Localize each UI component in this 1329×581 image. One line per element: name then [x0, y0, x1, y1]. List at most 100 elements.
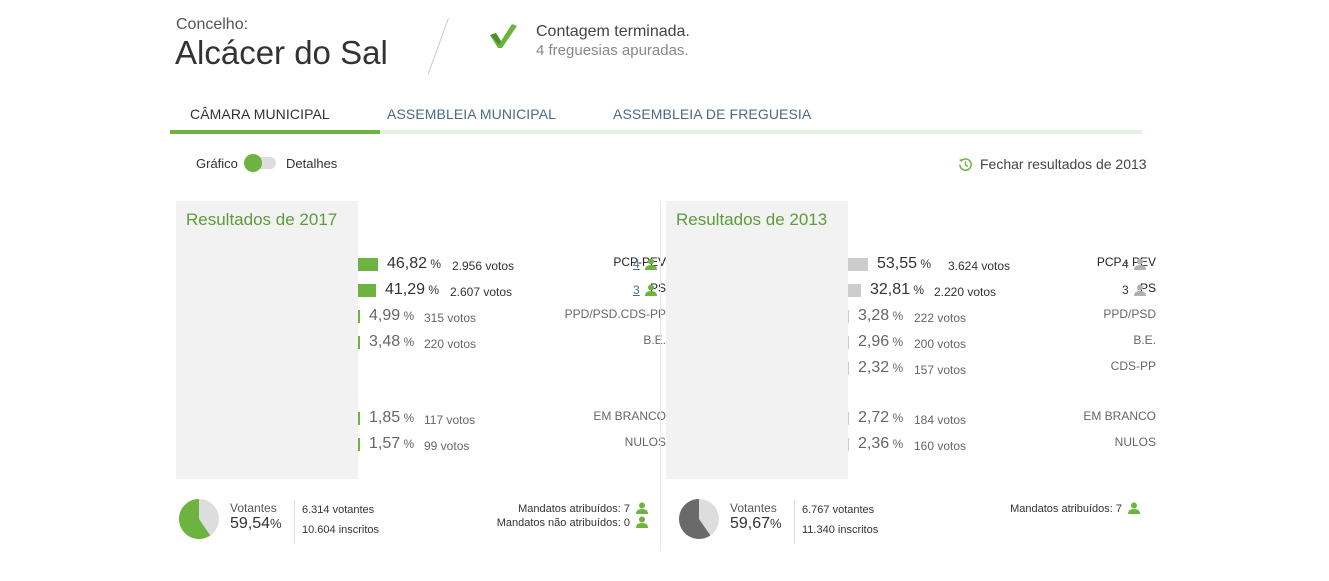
count-status: Contagem terminada.	[536, 23, 690, 40]
tab-assembleia-freguesia[interactable]: ASSEMBLEIA DE FREGUESIA	[613, 106, 812, 122]
vote-bar	[848, 438, 849, 451]
vote-count: 184 votos	[914, 413, 967, 427]
person-icon	[636, 502, 648, 514]
vote-bar	[848, 362, 849, 375]
party-row: B.E. 2,96 % 200 votos	[666, 333, 1156, 355]
blank-votes-row: EM BRANCO 2,72 % 184 votos	[666, 409, 1156, 431]
vote-bar	[848, 336, 849, 349]
pie-slice-turnout	[178, 499, 211, 539]
person-icon	[1128, 502, 1140, 514]
history-icon	[958, 158, 972, 171]
results-2017-title: Resultados de 2017	[186, 210, 338, 229]
vote-percentage: 46,82 %	[387, 255, 442, 272]
view-toggle[interactable]	[244, 154, 276, 172]
party-name: NULOS	[1114, 435, 1156, 449]
votantes-label: Votantes	[730, 501, 777, 515]
footer-divider	[294, 500, 295, 544]
header-divider	[427, 18, 449, 75]
party-name: PS	[649, 281, 666, 295]
party-row: CDS-PP 2,32 % 157 votos	[666, 359, 1156, 381]
party-name: CDS-PP	[1110, 359, 1156, 373]
tab-assembleia-municipal[interactable]: ASSEMBLEIA MUNICIPAL	[387, 106, 557, 122]
results-2013-title: Resultados de 2013	[676, 210, 828, 229]
party-name: B.E.	[643, 333, 666, 347]
active-tab-indicator	[170, 130, 380, 134]
mandates-assigned: Mandatos atribuídos: 7	[1010, 503, 1122, 515]
person-icon	[1134, 284, 1146, 296]
vote-count: 2.220 votos	[934, 285, 997, 299]
vote-percentage: 1,85 %	[369, 409, 415, 426]
party-name: EM BRANCO	[1083, 409, 1156, 423]
mandates-link[interactable]: 4	[633, 257, 640, 271]
party-row: B.E. 3,48 % 220 votos	[176, 333, 666, 355]
blank-votes-row: EM BRANCO 1,85 % 117 votos	[176, 409, 666, 431]
mandates-link[interactable]: 3	[633, 283, 640, 297]
vote-count: 222 votos	[914, 311, 967, 325]
party-name: PS	[1139, 281, 1156, 295]
vote-count: 99 votos	[424, 439, 470, 453]
voters-count: 6.314 votantes	[302, 504, 375, 516]
vote-bar	[848, 284, 861, 297]
vote-count: 200 votos	[914, 337, 967, 351]
vote-percentage: 2,36 %	[858, 435, 904, 452]
vote-count: 117 votos	[424, 413, 476, 427]
close-link-label: Fechar resultados de 2013	[980, 156, 1147, 172]
registered-count: 11.340 inscritos	[802, 524, 879, 536]
person-icon	[1134, 258, 1146, 270]
tab-camara-municipal[interactable]: CÂMARA MUNICIPAL	[190, 106, 330, 122]
vote-count: 157 votos	[914, 363, 967, 377]
turnout-percentage: 59,67%	[730, 515, 782, 532]
vote-bar	[848, 310, 849, 323]
party-row: PPD/PSD 3,28 % 222 votos	[666, 307, 1156, 329]
panel-background	[666, 201, 848, 479]
turnout-pie-chart	[178, 499, 219, 539]
vote-bar	[358, 438, 360, 451]
party-name: B.E.	[1133, 333, 1156, 347]
party-name: PCP - PEV	[1096, 255, 1156, 269]
turnout-pie-chart	[679, 499, 719, 539]
election-tabs: CÂMARA MUNICIPAL ASSEMBLEIA MUNICIPAL AS…	[170, 100, 1142, 134]
parishes-status: 4 freguesias apuradas.	[536, 42, 689, 59]
vote-percentage: 2,96 %	[858, 333, 904, 350]
vote-bar	[358, 258, 378, 271]
vote-percentage: 4,99 %	[369, 307, 415, 324]
vote-percentage: 2,32 %	[858, 359, 904, 376]
vote-bar	[358, 284, 376, 297]
vote-count: 3.624 votos	[948, 259, 1011, 273]
vote-count: 220 votos	[424, 337, 477, 351]
person-icon	[645, 284, 657, 296]
party-row: PPD/PSD.CDS-PP 4,99 % 315 votos	[176, 307, 666, 329]
toggle-label-grafico[interactable]: Gráfico	[196, 156, 238, 171]
pie-slice-turnout	[679, 499, 711, 539]
null-votes-row: NULOS 2,36 % 160 votos	[666, 435, 1156, 457]
footer-divider	[794, 500, 795, 544]
vote-percentage: 53,55 %	[877, 255, 932, 272]
vote-bar	[848, 258, 868, 271]
party-row: PS 41,29 % 2.607 votos 3	[176, 281, 666, 303]
vote-bar	[358, 310, 360, 323]
vote-percentage: 2,72 %	[858, 409, 904, 426]
mandates-count: 3	[1122, 283, 1129, 297]
party-row: PCP-PEV 46,82 % 2.956 votos 4	[176, 255, 666, 277]
municipality-title: Alcácer do Sal	[175, 34, 388, 71]
party-name: EM BRANCO	[593, 409, 666, 423]
vote-percentage: 3,28 %	[858, 307, 904, 324]
vote-percentage: 1,57 %	[369, 435, 415, 452]
mandates-assigned: Mandatos atribuídos: 7	[518, 503, 630, 515]
panel-background	[176, 201, 358, 479]
vote-bar	[848, 412, 849, 425]
vote-percentage: 32,81 %	[870, 281, 925, 298]
person-icon	[645, 258, 657, 270]
registered-count: 10.604 inscritos	[302, 524, 380, 536]
panel-separator	[660, 201, 661, 551]
vote-count: 2.956 votos	[452, 259, 515, 273]
vote-count: 2.607 votos	[450, 285, 513, 299]
mandates-count: 4	[1122, 257, 1129, 271]
party-name: NULOS	[624, 435, 666, 449]
toggle-label-detalhes[interactable]: Detalhes	[286, 156, 338, 171]
party-name: PPD/PSD.CDS-PP	[564, 307, 666, 321]
party-row: PCP - PEV 53,55 % 3.624 votos 4	[666, 255, 1156, 277]
mandates-unassigned: Mandatos não atribuídos: 0	[496, 517, 630, 529]
vote-percentage: 3,48 %	[369, 333, 415, 350]
votantes-label: Votantes	[230, 501, 277, 515]
